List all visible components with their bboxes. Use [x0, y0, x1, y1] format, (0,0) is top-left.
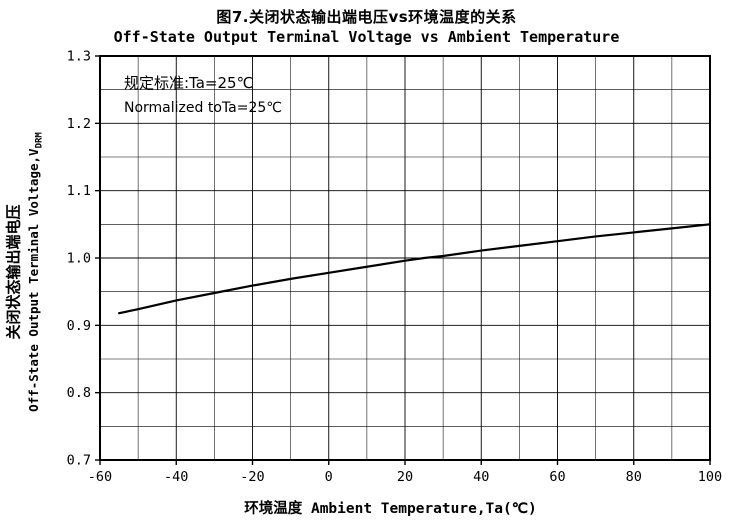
y-axis-label-chinese: 关闭状态输出端电压 [4, 203, 23, 340]
svg-text:60: 60 [549, 469, 565, 485]
annotation-line-chinese: 规定标准:Ta=25℃ [124, 74, 254, 92]
normalization-annotation: 规定标准:Ta=25℃ Normalized toTa=25℃ [124, 70, 282, 121]
annotation-line-english: Normalized toTa=25℃ [124, 100, 282, 117]
svg-text:1.1: 1.1 [67, 183, 91, 199]
chart-body: 关闭状态输出端电压 Off-State Output Terminal Volt… [0, 48, 733, 495]
plot-area: -60 -40 -20 0 20 40 60 80 100 0.7 0.8 0.9 1.0 1.1 1.2 1… [67, 49, 722, 486]
svg-text:1.0: 1.0 [67, 251, 91, 267]
svg-text:40: 40 [473, 469, 489, 485]
svg-text:0.7: 0.7 [67, 453, 91, 469]
svg-text:-60: -60 [88, 469, 112, 485]
chart-title-english: Off-State Output Terminal Voltage vs Amb… [113, 28, 620, 46]
y-axis-label: 关闭状态输出端电压 Off-State Output Terminal Volt… [0, 48, 52, 495]
svg-text:20: 20 [397, 469, 413, 485]
svg-text:1.2: 1.2 [67, 116, 91, 132]
y-axis-label-subscript: DRM [34, 131, 45, 148]
svg-text:0.9: 0.9 [67, 318, 91, 334]
svg-text:-20: -20 [240, 469, 264, 485]
svg-text:-40: -40 [164, 469, 188, 485]
x-axis-label: 环境温度 Ambient Temperature,Ta(℃) [244, 501, 537, 517]
svg-text:0.8: 0.8 [67, 385, 91, 401]
svg-text:0: 0 [325, 469, 333, 485]
svg-text:100: 100 [698, 469, 722, 485]
svg-text:80: 80 [626, 469, 642, 485]
svg-text:1.3: 1.3 [67, 49, 91, 65]
y-axis-label-english: Off-State Output Terminal Voltage,VDRM [25, 131, 45, 412]
plot-container: -60 -40 -20 0 20 40 60 80 100 0.7 0.8 0.9 1.0 1.1 1.2 1… [52, 48, 733, 495]
chart-title-chinese: 图7.关闭状态输出端电压vs环境温度的关系 [216, 8, 517, 26]
